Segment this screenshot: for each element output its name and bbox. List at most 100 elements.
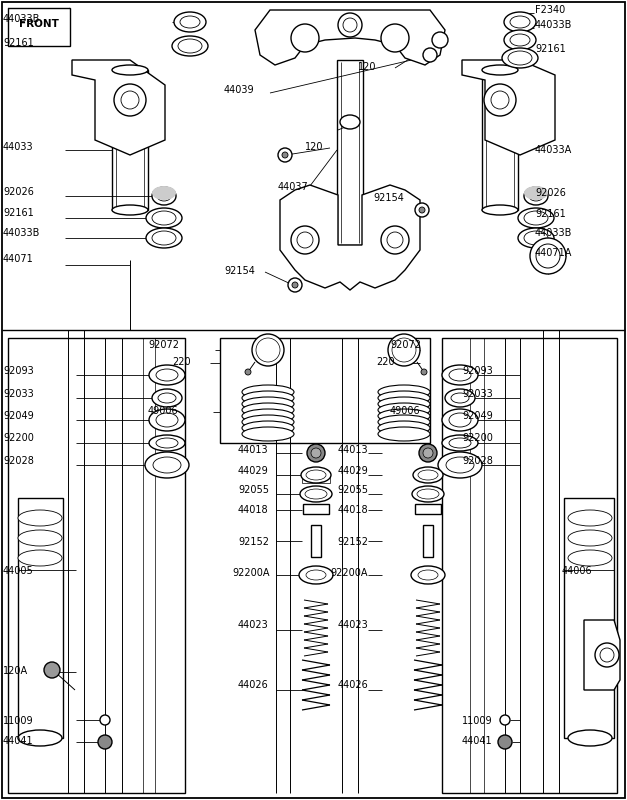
Circle shape	[338, 13, 362, 37]
Ellipse shape	[340, 115, 360, 129]
Ellipse shape	[242, 427, 294, 441]
Text: 44041: 44041	[3, 736, 34, 746]
Bar	[442, 338, 617, 793]
Text: 120A: 120A	[3, 666, 28, 676]
Ellipse shape	[504, 12, 536, 32]
Ellipse shape	[180, 16, 200, 28]
Text: 44023: 44023	[238, 620, 269, 630]
Text: 44033A: 44033A	[535, 145, 572, 155]
Ellipse shape	[152, 231, 176, 245]
Text: 120: 120	[305, 142, 324, 152]
Circle shape	[100, 715, 110, 725]
Bar	[423, 525, 433, 557]
Bar	[564, 498, 614, 738]
Circle shape	[98, 735, 112, 749]
Polygon shape	[72, 60, 165, 155]
Text: 92161: 92161	[535, 44, 566, 54]
Bar	[482, 70, 518, 210]
Ellipse shape	[378, 403, 430, 417]
Bar	[311, 525, 321, 557]
Ellipse shape	[524, 187, 548, 205]
Circle shape	[419, 444, 437, 462]
Text: 44071: 44071	[3, 254, 34, 264]
Circle shape	[291, 24, 319, 52]
Ellipse shape	[449, 369, 471, 381]
Text: 44041: 44041	[462, 736, 493, 746]
Text: 44018: 44018	[337, 505, 368, 515]
Circle shape	[278, 148, 292, 162]
Text: 49006: 49006	[390, 406, 421, 416]
Bar	[337, 60, 363, 245]
Ellipse shape	[418, 470, 438, 480]
Ellipse shape	[242, 421, 294, 435]
Ellipse shape	[445, 389, 475, 407]
Polygon shape	[255, 10, 445, 65]
Ellipse shape	[152, 211, 176, 225]
Circle shape	[423, 48, 437, 62]
Circle shape	[307, 444, 325, 462]
Polygon shape	[280, 185, 420, 290]
Text: 92028: 92028	[3, 456, 34, 466]
Polygon shape	[462, 60, 555, 155]
Ellipse shape	[242, 403, 294, 417]
Polygon shape	[8, 8, 70, 46]
Circle shape	[297, 232, 313, 248]
Circle shape	[387, 232, 403, 248]
Ellipse shape	[18, 510, 62, 526]
Text: 92200: 92200	[462, 433, 493, 443]
Text: 92200A: 92200A	[330, 568, 368, 578]
Circle shape	[491, 91, 509, 109]
Circle shape	[498, 735, 512, 749]
Ellipse shape	[524, 231, 548, 245]
Text: F2340: F2340	[535, 5, 566, 15]
Text: 92093: 92093	[462, 366, 493, 376]
Text: 11009: 11009	[3, 716, 34, 726]
Text: 44033: 44033	[3, 142, 34, 152]
Ellipse shape	[504, 30, 536, 50]
Text: FRONT: FRONT	[19, 19, 59, 29]
Circle shape	[245, 369, 251, 375]
Text: 11009: 11009	[462, 716, 493, 726]
Text: 92033: 92033	[3, 389, 34, 399]
Ellipse shape	[156, 438, 178, 448]
Text: 92093: 92093	[3, 366, 34, 376]
Ellipse shape	[18, 550, 62, 566]
Text: 92055: 92055	[337, 485, 368, 495]
Circle shape	[500, 715, 510, 725]
Ellipse shape	[153, 457, 181, 473]
Ellipse shape	[112, 205, 148, 215]
Text: 92049: 92049	[462, 411, 493, 421]
Text: 44029: 44029	[238, 466, 269, 476]
Ellipse shape	[378, 397, 430, 411]
Circle shape	[530, 238, 566, 274]
Text: 44029: 44029	[337, 466, 368, 476]
Ellipse shape	[149, 435, 185, 451]
Ellipse shape	[529, 191, 543, 201]
Text: 92161: 92161	[535, 209, 566, 219]
Text: 92026: 92026	[535, 188, 566, 198]
Text: 92026: 92026	[3, 187, 34, 197]
Bar	[220, 338, 430, 443]
Text: 44006: 44006	[562, 566, 593, 576]
Ellipse shape	[451, 393, 469, 403]
Circle shape	[256, 338, 280, 362]
Ellipse shape	[152, 389, 182, 407]
Bar	[303, 504, 329, 514]
Circle shape	[421, 369, 427, 375]
Ellipse shape	[524, 186, 548, 200]
Ellipse shape	[568, 550, 612, 566]
Ellipse shape	[152, 187, 176, 205]
Ellipse shape	[306, 470, 326, 480]
Text: 44018: 44018	[238, 505, 268, 515]
Ellipse shape	[568, 530, 612, 546]
Ellipse shape	[156, 413, 178, 427]
Circle shape	[343, 18, 357, 32]
Ellipse shape	[378, 427, 430, 441]
Ellipse shape	[156, 369, 178, 381]
Ellipse shape	[149, 409, 185, 431]
Ellipse shape	[378, 415, 430, 429]
Text: 44033B: 44033B	[3, 228, 40, 238]
Circle shape	[536, 244, 560, 268]
Circle shape	[282, 152, 288, 158]
Circle shape	[381, 24, 409, 52]
